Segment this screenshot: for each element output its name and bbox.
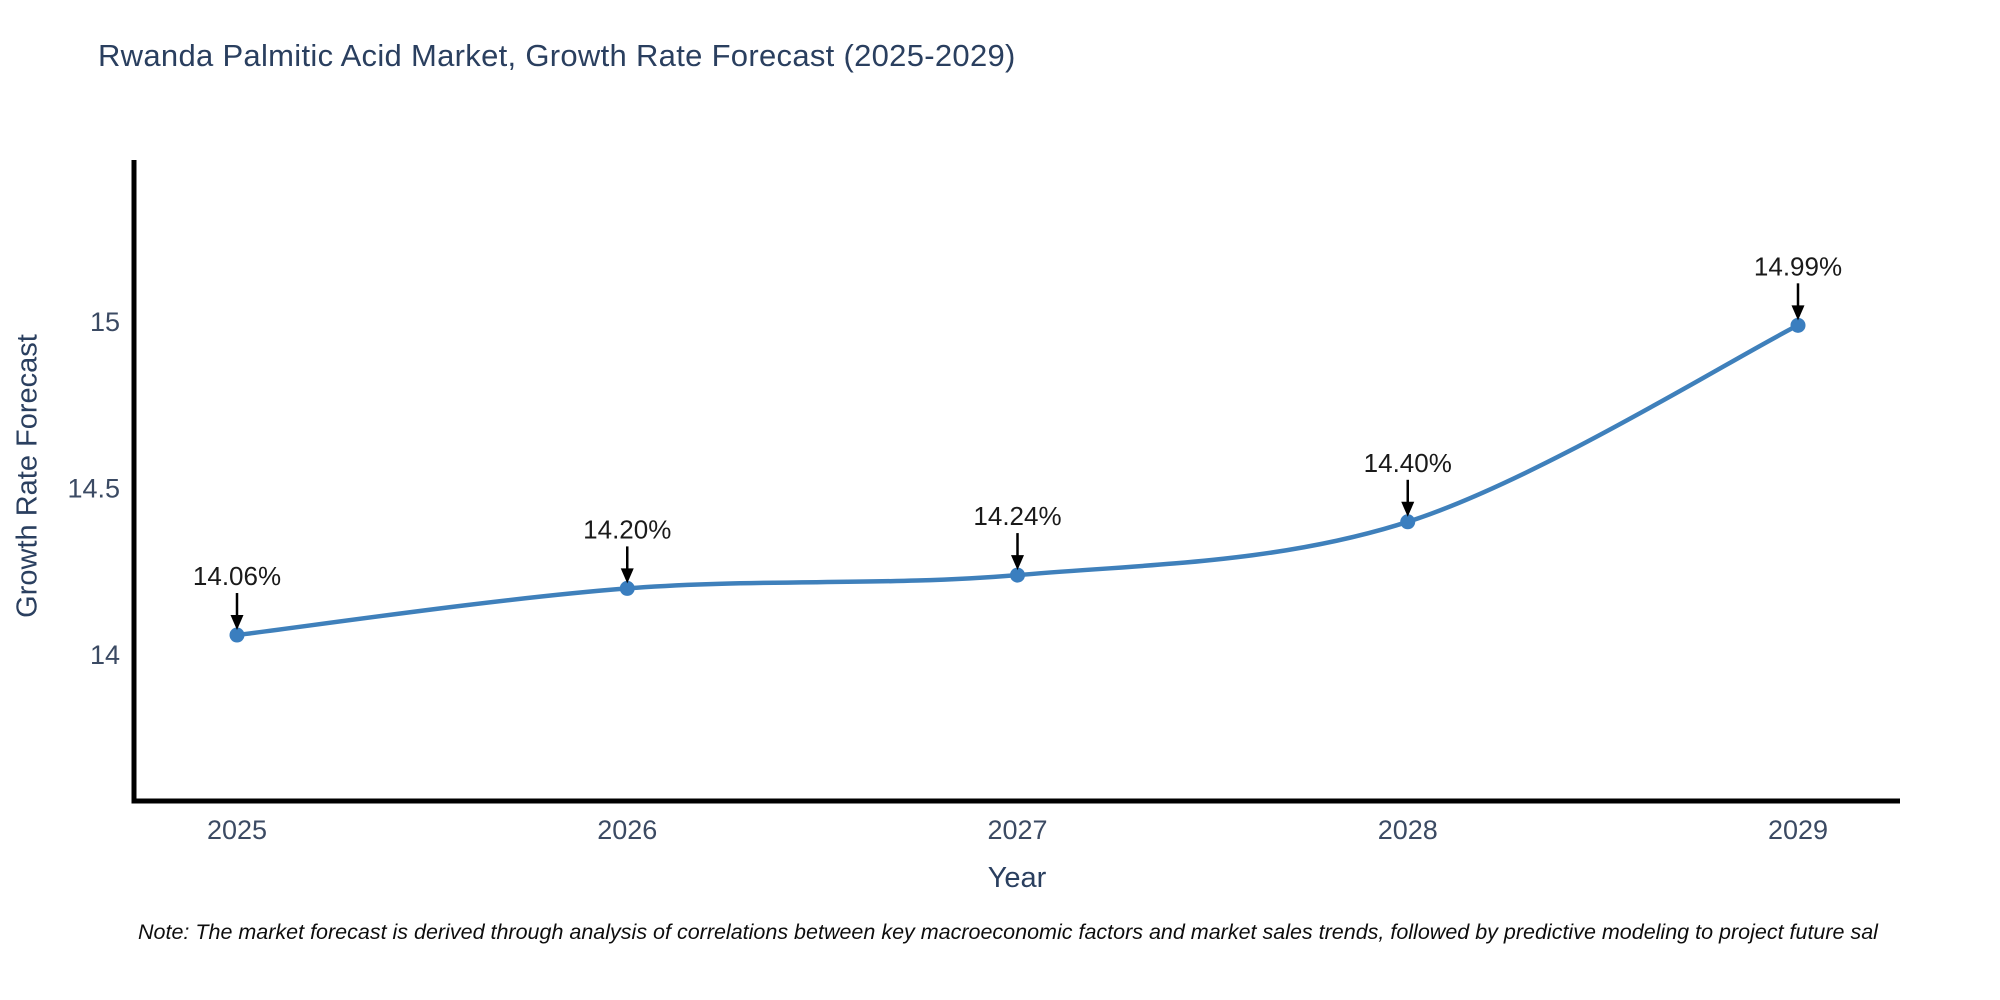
x-tick-label: 2029 [1768,815,1828,845]
y-tick-label: 14 [90,640,120,670]
x-tick-label: 2025 [207,815,267,845]
annotation-arrowhead-icon [1791,305,1805,321]
annotation-arrowhead-icon [1401,501,1415,517]
annotation-arrowhead-icon [230,615,244,631]
growth-rate-trend-line [236,323,1800,638]
data-point-annotation: 14.20% [583,514,671,544]
x-axis-title: Year [987,862,1047,894]
data-point-annotation: 14.06% [193,561,281,591]
data-point-annotation: 14.99% [1754,251,1842,281]
y-tick-label: 14.5 [67,474,120,504]
data-point-marker [229,627,245,643]
x-tick-label: 2028 [1378,815,1438,845]
annotation-arrowhead-icon [620,568,634,584]
chart-note: Note: The market forecast is derived thr… [138,920,1878,944]
x-tick-label: 2027 [987,815,1047,845]
data-point-annotation: 14.24% [973,501,1061,531]
data-point-annotation: 14.40% [1364,448,1452,478]
data-point-marker [1010,567,1025,583]
x-tick-label: 2026 [597,815,657,845]
data-point-marker [1790,317,1806,333]
annotation-arrowhead-icon [1011,555,1024,571]
chart-title: Rwanda Palmitic Acid Market, Growth Rate… [98,38,1016,73]
data-point-marker [1400,514,1416,530]
y-tick-label: 15 [90,307,120,337]
data-point-marker [619,580,635,596]
